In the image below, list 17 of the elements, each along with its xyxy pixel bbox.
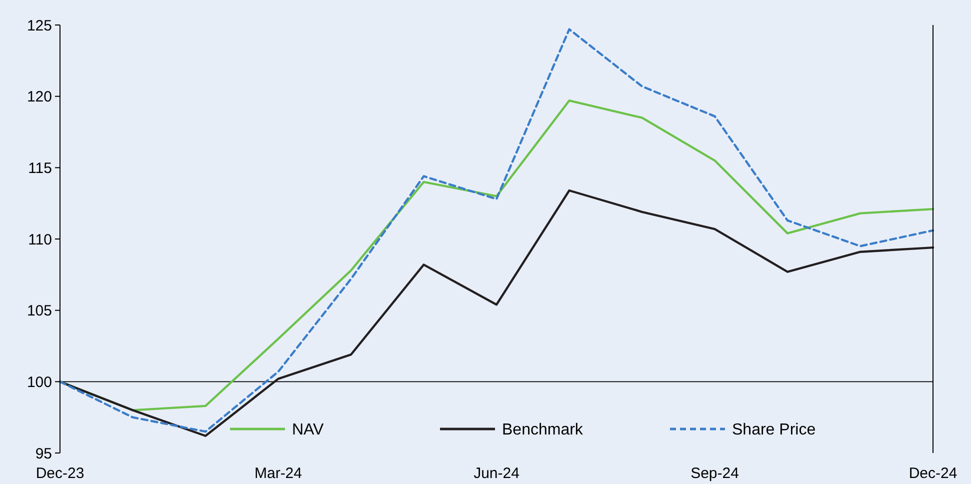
x-tick-label: Mar-24 [254, 465, 302, 482]
legend-label: Share Price [732, 422, 816, 439]
y-tick-label: 100 [26, 374, 52, 391]
y-tick-label: 115 [28, 160, 52, 177]
legend-label: NAV [292, 422, 324, 439]
x-tick-label: Sep-24 [690, 465, 739, 482]
y-tick-label: 120 [26, 88, 52, 106]
x-tick-label: Dec-23 [36, 465, 84, 482]
y-tick-label: 110 [28, 231, 52, 248]
y-tick-label: 105 [26, 302, 52, 320]
y-tick-label: 95 [35, 445, 52, 462]
x-tick-label: Jun-24 [474, 465, 520, 482]
y-tick-label: 125 [26, 17, 52, 34]
line-series [58, 28, 934, 433]
line-series [58, 189, 934, 437]
legend-label: Benchmark [502, 422, 584, 439]
x-tick-label: Dec-24 [908, 465, 958, 482]
